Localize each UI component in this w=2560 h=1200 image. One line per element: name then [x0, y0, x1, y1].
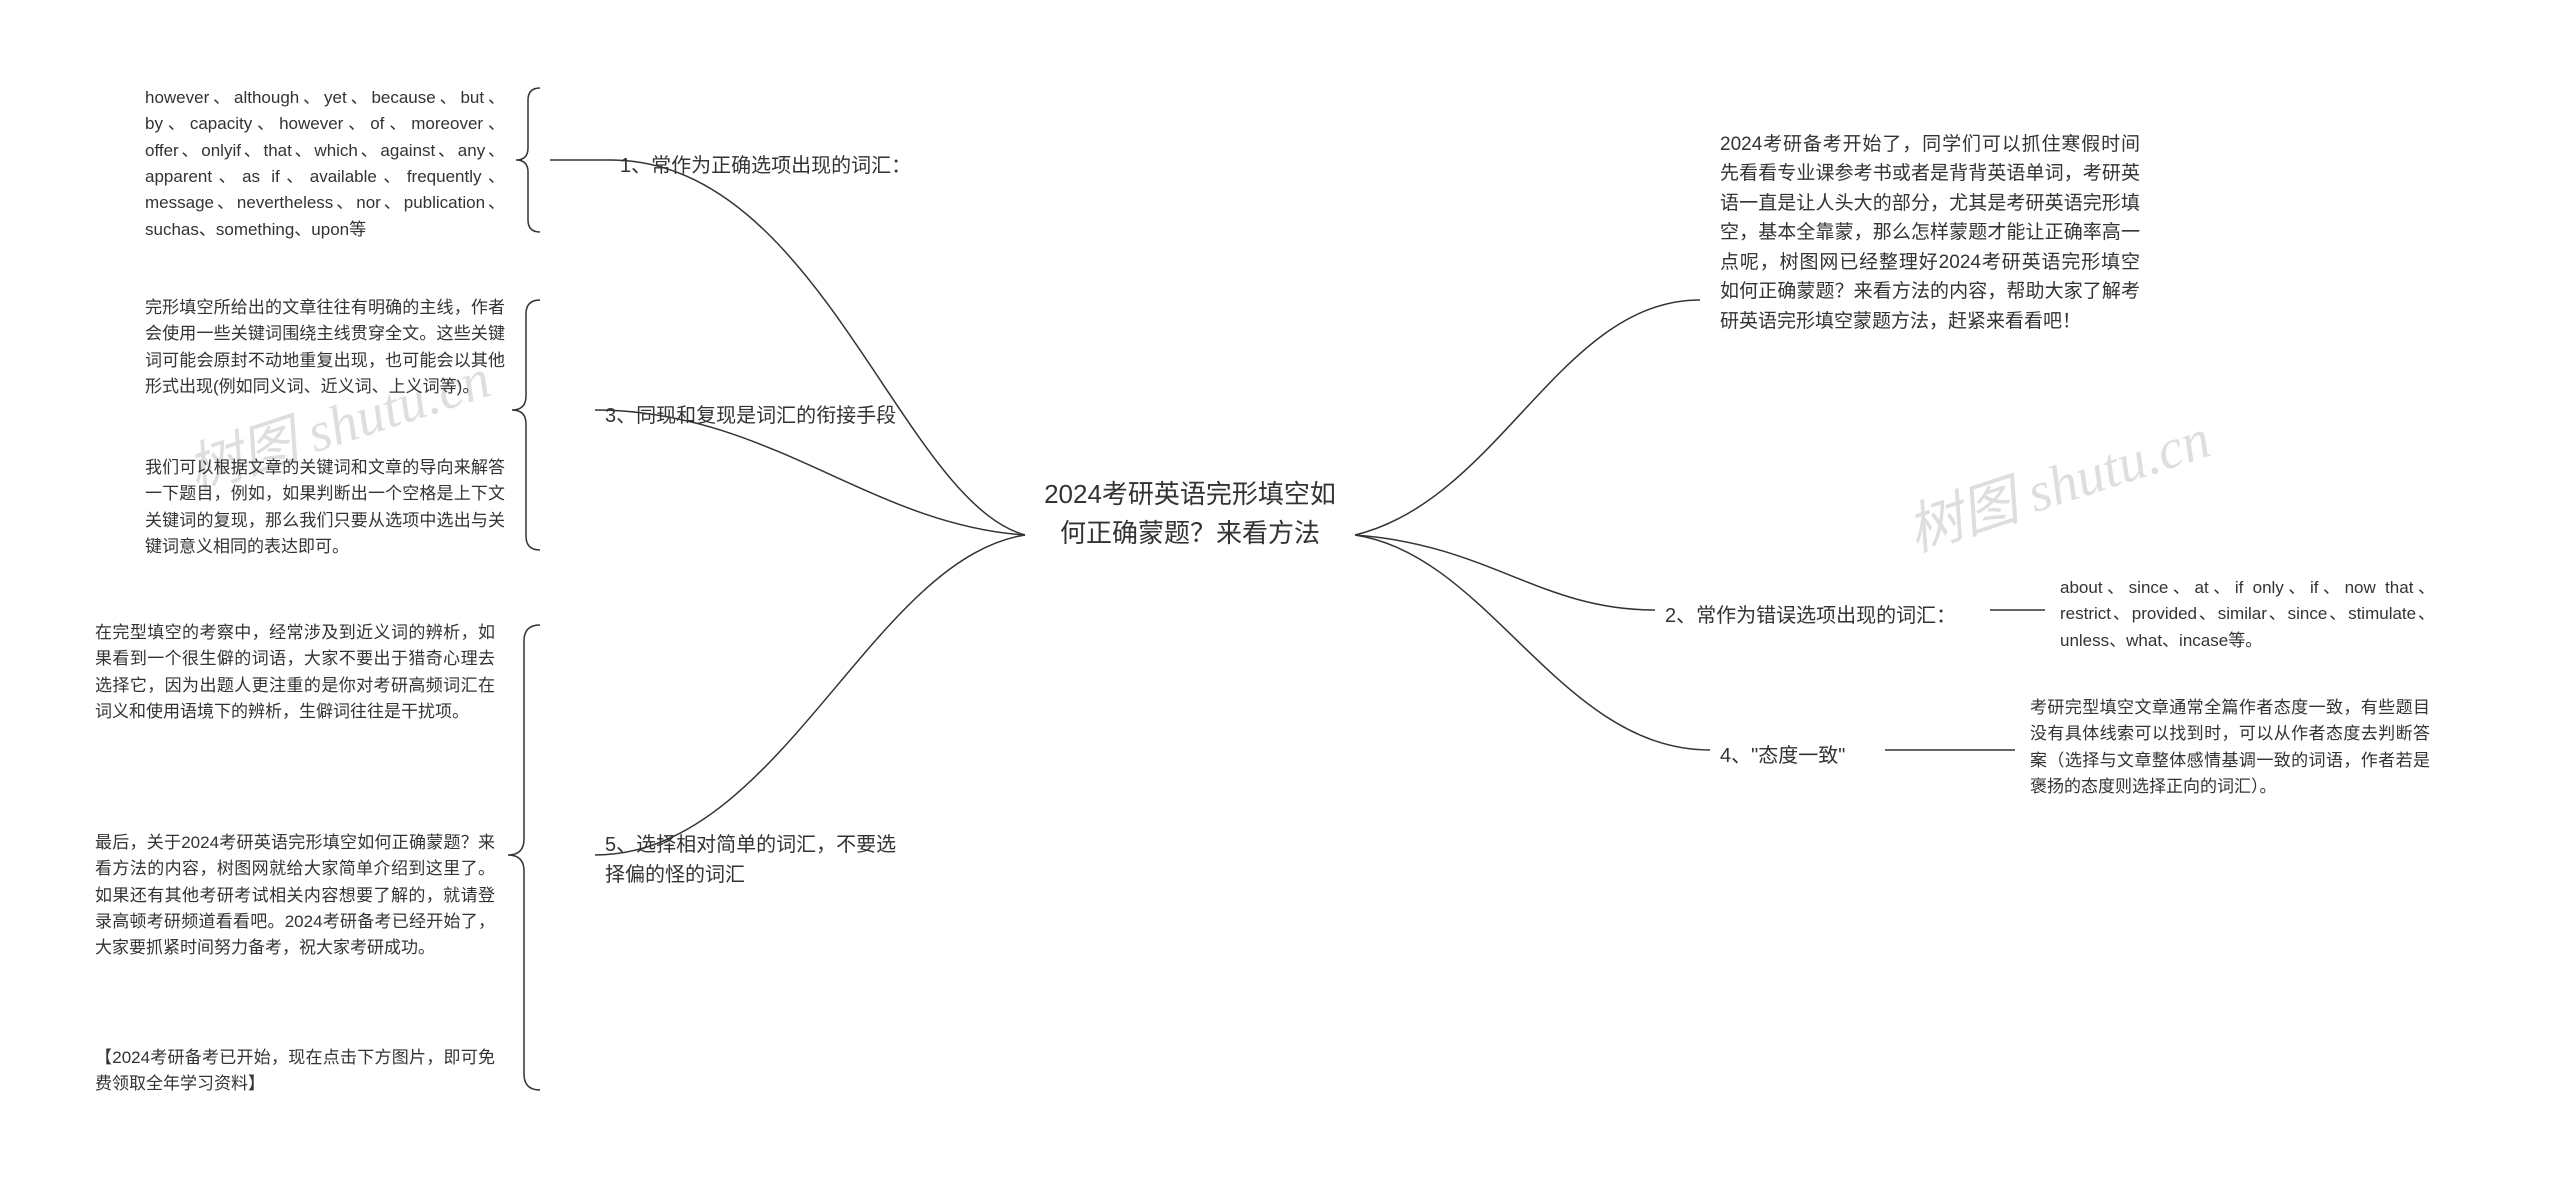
watermark: 树图 shutu.cn [1895, 393, 2219, 567]
leaf-4-1: 考研完型填空文章通常全篇作者态度一致，有些题目没有具体线索可以找到时，可以从作者… [2030, 695, 2430, 800]
branch-3-label: 3、同现和复现是词汇的衔接手段 [605, 405, 896, 427]
leaf-5-3: 【2024考研备考已开始，现在点击下方图片，即可免费领取全年学习资料】 [95, 1045, 495, 1098]
intro-paragraph: 2024考研备考开始了，同学们可以抓住寒假时间先看看专业课参考书或者是背背英语单… [1720, 130, 2140, 336]
leaf-5-1: 在完型填空的考察中，经常涉及到近义词的辨析，如果看到一个很生僻的词语，大家不要出… [95, 620, 495, 725]
center-line2: 何正确蒙题？来看方法 [1060, 518, 1320, 548]
branch-5-label-2: 择偏的怪的词汇 [605, 864, 745, 886]
leaf-2-1: about、since、at、if only、if、now that、restr… [2060, 575, 2435, 654]
branch-3: 3、同现和复现是词汇的衔接手段 [605, 400, 896, 432]
leaf-3-1: 完形填空所给出的文章往往有明确的主线，作者会使用一些关键词围绕主线贯穿全文。这些… [145, 295, 505, 400]
branch-4-label: 4、"态度一致" [1720, 745, 1845, 767]
branch-2: 2、常作为错误选项出现的词汇： [1665, 600, 1956, 632]
center-line1: 2024考研英语完形填空如 [1044, 479, 1336, 509]
leaf-5-2: 最后，关于2024考研英语完形填空如何正确蒙题？来看方法的内容，树图网就给大家简… [95, 830, 495, 962]
mindmap-canvas: 树图 shutu.cn 树图 shutu.cn 2024考研英语完形填空如 何正… [0, 0, 2560, 1200]
branch-5: 5、选择相对简单的词汇，不要选 择偏的怪的词汇 [605, 830, 935, 890]
branch-4: 4、"态度一致" [1720, 740, 1845, 772]
center-node: 2024考研英语完形填空如 何正确蒙题？来看方法 [1020, 475, 1360, 553]
branch-1: 1、常作为正确选项出现的词汇： [620, 150, 911, 182]
branch-5-label-1: 5、选择相对简单的词汇，不要选 [605, 834, 896, 856]
branch-2-label: 2、常作为错误选项出现的词汇： [1665, 605, 1956, 627]
leaf-3-2: 我们可以根据文章的关键词和文章的导向来解答一下题目，例如，如果判断出一个空格是上… [145, 455, 505, 560]
leaf-1-1: however、although、yet、because、but、by、capa… [145, 85, 505, 243]
branch-1-label: 1、常作为正确选项出现的词汇： [620, 155, 911, 177]
